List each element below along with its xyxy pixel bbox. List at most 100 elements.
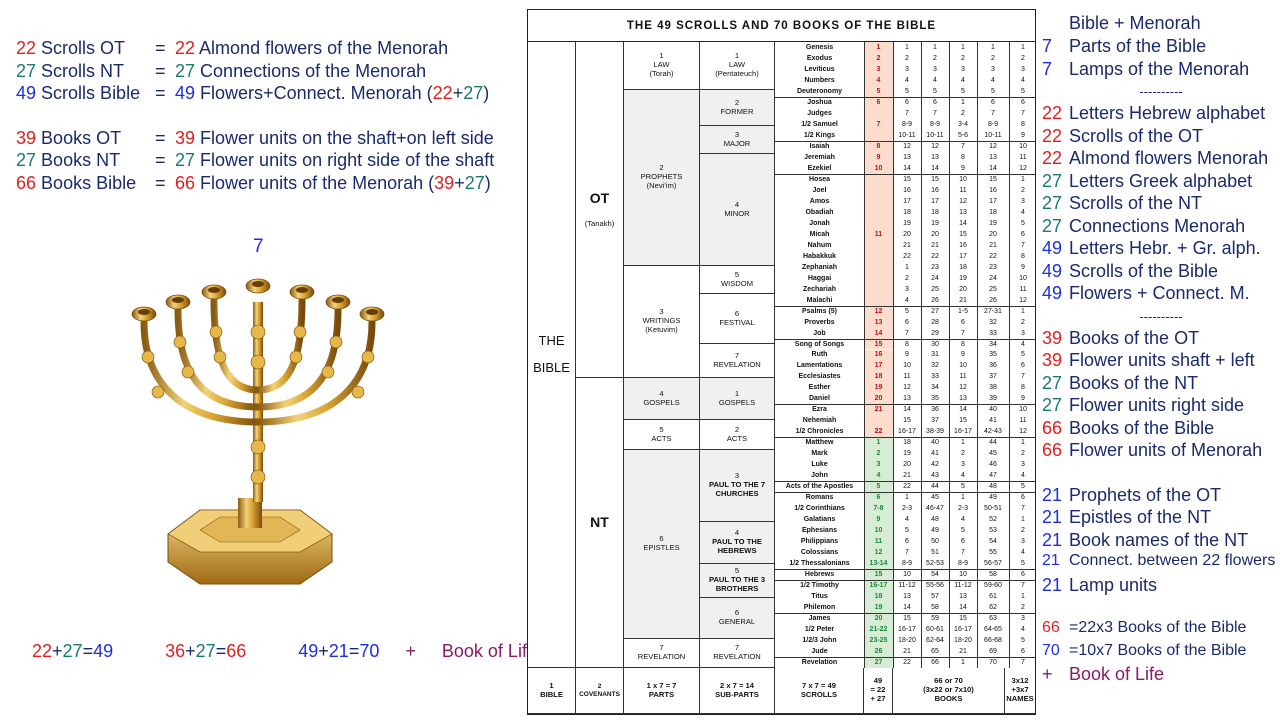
book-count-d: 18	[989, 208, 997, 216]
sum-result: 49	[93, 641, 114, 661]
book-count-e: 1	[1021, 43, 1025, 51]
book-count-c: 18-20	[954, 637, 972, 645]
eq-label: Scrolls OT	[41, 38, 126, 58]
book-count-b: 19	[931, 219, 939, 227]
book-count-a: 14	[903, 604, 911, 612]
footer-cell: 2 COVENANTS	[576, 668, 624, 714]
book-count-a: 10	[903, 571, 911, 579]
eq-number: 22	[16, 38, 37, 58]
scroll-number: 20	[864, 393, 893, 405]
table-row: Song of Songs 15 8 30 8 34 4	[775, 338, 1037, 350]
book-count-a: 5	[905, 307, 909, 315]
book-count-b: 17	[931, 197, 939, 205]
column-divider	[949, 42, 950, 668]
book-count-e: 10	[1019, 406, 1027, 414]
table-row: Numbers 4 4 4 4 4 4	[775, 74, 1037, 86]
item-number: 39	[1042, 327, 1063, 348]
book-count-d: 48	[989, 483, 997, 491]
eq-sign: =	[155, 60, 166, 81]
right-list-item: 39 Flower units shaft + left	[1042, 350, 1280, 373]
row-divider	[775, 569, 1035, 571]
item-text: Books of the Bible	[1069, 417, 1215, 438]
subpart-cell: 6 GENERAL	[700, 598, 775, 639]
subpart-cell: 7 REVELATION	[700, 639, 775, 668]
table-row: Job 14 7 29 7 33 3	[775, 327, 1037, 339]
book-name: 1/2 Thessalonians	[789, 560, 850, 568]
book-name: Joel	[812, 186, 827, 194]
book-count-b: 55-56	[926, 582, 944, 590]
column-divider	[893, 42, 894, 668]
item-number: 66	[1042, 440, 1063, 460]
book-name: Ecclesiastes	[798, 373, 841, 381]
sum-operand: 21	[328, 641, 349, 661]
book-name: Job	[813, 329, 826, 337]
scroll-number: 4	[864, 470, 893, 482]
book-count-b: 13	[931, 153, 939, 161]
scroll-number: 27	[864, 657, 893, 668]
eq-label: Flower units of the Menorah (	[200, 172, 435, 193]
item-number: 49	[1042, 283, 1063, 303]
book-count-a: 2	[905, 54, 909, 62]
book-count-c: 1	[961, 98, 965, 106]
book-count-b: 33	[931, 373, 939, 381]
book-count-e: 7	[1021, 241, 1025, 249]
book-count-a: 8-9	[901, 120, 913, 128]
book-name: Amos	[809, 197, 830, 205]
part-cell: 2 PROPHETS (Nevi'im)	[624, 90, 700, 266]
book-count-c: 11	[959, 373, 967, 381]
book-count-b: 5	[933, 87, 937, 95]
book-count-d: 42-43	[984, 428, 1002, 436]
book-count-c: 8-9	[957, 560, 969, 568]
book-name: Proverbs	[804, 318, 835, 326]
book-name: Leviticus	[804, 65, 835, 73]
right-list-item: 22 Almond flowers Menorah	[1042, 148, 1280, 171]
book-count-d: 33	[989, 329, 997, 337]
bible-scrolls-table: THE 49 SCROLLS AND 70 BOOKS OF THE BIBLE…	[527, 9, 1036, 715]
book-count-a: 13	[903, 153, 911, 161]
item-text: Letters Hebrew alphabet	[1069, 103, 1266, 123]
book-name: Ephesians	[801, 527, 837, 535]
table-row: Ecclesiastes 18 11 33 11 37 7	[775, 371, 1037, 383]
book-count-a: 16-17	[898, 428, 916, 436]
eq-plus: +	[452, 83, 464, 103]
spacer	[1042, 597, 1280, 619]
book-count-e: 1	[1021, 439, 1025, 447]
book-count-d: 46	[989, 461, 997, 469]
book-count-a: 5	[905, 87, 909, 95]
book-count-a: 20	[903, 230, 911, 238]
table-title: THE 49 SCROLLS AND 70 BOOKS OF THE BIBLE	[528, 10, 1035, 42]
eq-close: )	[484, 172, 491, 193]
book-count-c: 2	[961, 54, 965, 62]
subpart-cell: 1 LAW (Pentateuch)	[700, 42, 775, 90]
book-count-b: 59	[931, 615, 939, 623]
book-count-d: 26	[989, 296, 997, 304]
scroll-number: 7-8	[864, 503, 893, 515]
scroll-number: 16-17	[864, 580, 893, 592]
book-count-e: 4	[1021, 472, 1025, 480]
right-list-item: 21 Prophets of the OT	[1042, 485, 1280, 508]
table-row: 1/2 Peter 21-22 16-17 60-61 16-17 64-65 4	[775, 624, 1037, 636]
sum-op: +	[185, 641, 196, 661]
book-count-a: 14	[903, 164, 911, 172]
book-count-e: 3	[1021, 615, 1025, 623]
table-row: 1/2 Timothy 16-17 11-12 55-56 11-12 59-60 7	[775, 580, 1037, 592]
table-row: 1/2 Corinthians 7-8 2-3 46-47 2-3 50-51 7	[775, 503, 1037, 515]
eq-label: Flower units on the shaft+on left side	[200, 127, 494, 148]
book-name: Zephaniah	[801, 263, 837, 271]
item-number: 21	[1042, 552, 1060, 569]
book-count-a: 15	[903, 615, 911, 623]
scroll-number: 2	[864, 52, 893, 64]
right-list-item: 39 Books of the OT	[1042, 328, 1280, 351]
book-count-e: 2	[1021, 54, 1025, 62]
book-count-c: 1	[961, 494, 965, 502]
eq-number: 27	[16, 60, 37, 81]
book-count-a: 6	[905, 318, 909, 326]
row-divider	[775, 437, 1035, 439]
book-count-d: 22	[989, 252, 997, 260]
table-row: Zephaniah 1 23 18 23 9	[775, 261, 1037, 273]
book-count-e: 11	[1019, 417, 1027, 425]
book-count-b: 50	[931, 538, 939, 546]
book-count-e: 8	[1021, 252, 1025, 260]
book-count-c: 10	[959, 362, 967, 370]
scroll-number: 23-25	[864, 635, 893, 647]
